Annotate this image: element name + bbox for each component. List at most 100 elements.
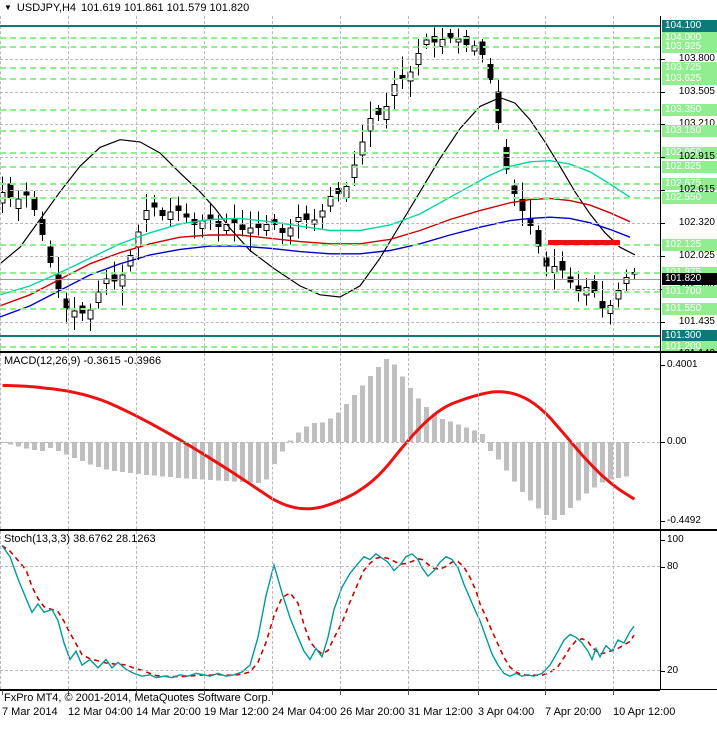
grid-line-horizontal: [0, 190, 660, 191]
price-level-line: [0, 78, 660, 80]
price-scale-label: 101.200: [662, 341, 717, 351]
time-axis-label: 19 Mar 12:00: [204, 706, 269, 718]
scale-tick: [661, 157, 665, 158]
price-scale-label: 103.925: [662, 41, 717, 53]
grid-line-vertical: [545, 531, 546, 689]
grid-line-vertical: [204, 531, 205, 689]
grid-line-vertical: [136, 353, 137, 529]
stochastic-plot-area[interactable]: Stoch(13,3,3) 38.6762 28.1263: [0, 531, 660, 689]
price-level-line: [0, 346, 660, 348]
grid-line-vertical: [613, 531, 614, 689]
horizontal-trendline[interactable]: [548, 240, 620, 245]
scale-tick: [661, 442, 665, 443]
scale-tick: [661, 365, 665, 366]
grid-line-vertical: [204, 353, 205, 529]
price-level-line: [0, 308, 660, 310]
price-scale-label: 102.550: [662, 192, 717, 204]
time-axis-label: 10 Apr 12:00: [613, 706, 676, 718]
price-level-line: [0, 46, 660, 48]
macd-scale-label: 0.4001: [667, 359, 698, 370]
scale-tick: [661, 92, 665, 93]
macd-zero-line: [0, 442, 660, 443]
time-axis-label: 7 Apr 20:00: [545, 706, 602, 718]
stochastic-pane[interactable]: Stoch(13,3,3) 38.6762 28.1263 100 80 20: [0, 530, 717, 690]
price-scale-label: 104.100: [662, 20, 717, 32]
grid-line-horizontal: [0, 322, 660, 323]
grid-line-vertical: [478, 531, 479, 689]
macd-plot-area[interactable]: MACD(12,26,9) -0.3615 -0.3966: [0, 353, 660, 529]
grid-line-horizontal: [0, 289, 660, 290]
time-axis-label: 31 Mar 12:00: [408, 706, 473, 718]
price-scale[interactable]: 104.100 104.000 103.925 103.800 103.725 103.6…: [660, 16, 717, 351]
price-scale-label: 101.140: [676, 348, 717, 351]
price-plot-area[interactable]: [0, 16, 660, 351]
stochastic-scale-label: 100: [667, 534, 684, 545]
grid-line-horizontal: [0, 223, 660, 224]
time-axis-tick: [68, 690, 69, 695]
price-level-line: [0, 152, 660, 154]
grid-line-vertical: [408, 531, 409, 689]
grid-line-horizontal: [0, 92, 660, 93]
copyright-notice: FxPro MT4, © 2001-2014, MetaQuotes Softw…: [4, 692, 271, 704]
grid-line-vertical: [408, 353, 409, 529]
scale-tick: [661, 223, 665, 224]
price-pane[interactable]: 104.100 104.000 103.925 103.800 103.725 103.6…: [0, 16, 717, 352]
scale-tick: [661, 322, 665, 323]
price-boundary-line: [0, 25, 660, 27]
scale-tick: [661, 567, 665, 568]
time-axis[interactable]: 7 Mar 2014 12 Mar 04:00 14 Mar 20:00 19 Mar…: [0, 690, 717, 729]
price-scale-label: 103.725: [662, 62, 717, 74]
time-axis-tick: [478, 690, 479, 695]
scale-tick: [661, 540, 665, 541]
macd-scale: 0.4001 0.00 -0.4492: [660, 353, 717, 529]
price-boundary-line: [0, 335, 660, 337]
grid-line-vertical: [68, 531, 69, 689]
chevron-down-icon[interactable]: ▼: [4, 3, 12, 12]
grid-line-horizontal: [0, 59, 660, 60]
stochastic-scale-label: 80: [667, 561, 679, 572]
time-axis-label: 26 Mar 20:00: [340, 706, 405, 718]
price-level-line: [0, 37, 660, 39]
time-axis-tick: [613, 690, 614, 695]
stochastic-series-canvas: [1, 544, 635, 679]
price-scale-label: 101.435: [678, 316, 715, 327]
grid-line-vertical: [0, 353, 1, 529]
grid-line-horizontal: [0, 124, 660, 125]
grid-line-vertical: [0, 531, 1, 689]
macd-pane[interactable]: MACD(12,26,9) -0.3615 -0.3966 0.4001 0.00…: [0, 352, 717, 530]
price-scale-label: 102.125: [662, 239, 717, 251]
price-scale-label: 101.300: [662, 330, 717, 342]
grid-line-vertical: [272, 531, 273, 689]
grid-line-vertical: [545, 353, 546, 529]
time-axis-tick: [136, 690, 137, 695]
price-scale-label: 102.950: [662, 147, 717, 159]
price-scale-label: 103.625: [662, 73, 717, 85]
price-scale-label: 102.675: [662, 178, 717, 190]
time-axis-label: 14 Mar 20:00: [136, 706, 201, 718]
grid-line-horizontal: [0, 256, 660, 257]
grid-line-vertical: [136, 531, 137, 689]
grid-line-vertical: [613, 353, 614, 529]
price-scale-label: 102.915: [678, 151, 715, 162]
scale-tick: [661, 190, 665, 191]
price-scale-label: 103.210: [678, 118, 715, 129]
grid-line-vertical: [340, 531, 341, 689]
time-axis-label: 3 Apr 04:00: [478, 706, 535, 718]
price-scale-label: 101.550: [662, 303, 717, 315]
grid-line-vertical: [478, 353, 479, 529]
grid-line-horizontal: [0, 157, 660, 158]
time-axis-line: [0, 690, 660, 691]
price-scale-label: 102.025: [678, 250, 715, 261]
price-scale-label: 101.820: [662, 273, 717, 285]
scale-tick: [661, 671, 665, 672]
price-scale-label: 103.505: [678, 86, 715, 97]
grid-line-vertical: [340, 353, 341, 529]
price-scale-label: 103.150: [662, 125, 717, 137]
price-level-line: [0, 67, 660, 69]
price-scale-label: 102.615: [678, 184, 715, 195]
price-level-line: [0, 166, 660, 168]
scale-tick: [661, 521, 665, 522]
macd-label: MACD(12,26,9) -0.3615 -0.3966: [4, 355, 162, 367]
price-level-line: [0, 130, 660, 132]
time-axis-label: 7 Mar 2014: [2, 706, 58, 718]
